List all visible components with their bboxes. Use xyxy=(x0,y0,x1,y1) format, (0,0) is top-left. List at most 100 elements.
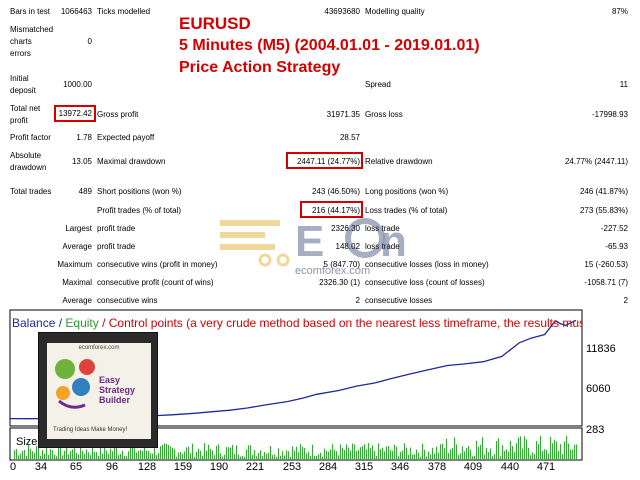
size-bar xyxy=(514,451,515,459)
size-bar xyxy=(288,451,289,459)
absolute-drawdown-value: 13.05 xyxy=(71,157,92,166)
x-tick-label: 378 xyxy=(427,461,447,473)
size-bar xyxy=(448,453,449,459)
x-tick-label: 284 xyxy=(318,461,338,473)
mismatched-value: 0 xyxy=(87,37,92,46)
size-bar xyxy=(324,448,325,459)
size-bar xyxy=(538,444,539,459)
profit-trades-label: Profit trades (% of total) xyxy=(97,206,182,215)
legend-balance: Balance xyxy=(12,316,56,330)
size-bar xyxy=(236,445,237,459)
size-bar xyxy=(410,447,411,459)
size-bar xyxy=(576,444,577,459)
size-bar xyxy=(234,453,235,459)
size-bar xyxy=(96,452,97,459)
size-bar xyxy=(178,452,179,459)
average-consecutive-losses-value: 2 xyxy=(623,296,628,305)
size-bar xyxy=(52,450,53,459)
size-bar xyxy=(574,444,575,459)
size-bar xyxy=(494,454,495,459)
size-bar xyxy=(188,446,189,459)
size-bar xyxy=(112,451,113,459)
size-bar xyxy=(46,447,47,459)
size-bar xyxy=(568,443,569,459)
size-bar xyxy=(162,444,163,459)
size-bar xyxy=(16,449,17,459)
total-net-profit-value: 13972.42 xyxy=(58,109,92,118)
size-bar xyxy=(14,450,15,459)
size-bar xyxy=(30,448,31,459)
size-bar xyxy=(50,449,51,459)
size-bar xyxy=(432,447,433,459)
size-bar xyxy=(136,452,137,459)
size-bar xyxy=(434,453,435,459)
book-title-line-3: Builder xyxy=(99,395,131,405)
chart-legend: Balance / Equity / Control points (a ver… xyxy=(12,316,582,330)
size-bar xyxy=(264,452,265,459)
size-bar xyxy=(60,443,61,459)
average-consecutive-wins-label: consecutive wins xyxy=(97,296,158,305)
x-tick-label: 471 xyxy=(536,461,556,473)
y-tick-label: 6060 xyxy=(586,383,611,395)
size-label: Size xyxy=(16,436,37,448)
long-positions-value: 246 (41.87%) xyxy=(579,187,628,196)
size-bar xyxy=(552,443,553,459)
size-bar xyxy=(378,443,379,459)
size-bar xyxy=(496,440,497,459)
size-bar xyxy=(372,445,373,459)
size-bar xyxy=(504,450,505,459)
size-bar xyxy=(406,447,407,459)
size-bar xyxy=(34,453,35,459)
book-top-text: ecomforex.com xyxy=(78,345,120,351)
size-bar xyxy=(302,446,303,459)
size-bar xyxy=(252,454,253,459)
size-bar xyxy=(38,447,39,459)
size-bar xyxy=(298,452,299,459)
x-tick-label: 159 xyxy=(173,461,193,473)
size-bar xyxy=(548,453,549,459)
size-bar xyxy=(116,447,117,459)
size-bar xyxy=(564,441,565,459)
size-bar xyxy=(380,449,381,459)
size-bar xyxy=(374,450,375,459)
size-bar xyxy=(502,445,503,459)
size-bar xyxy=(510,440,511,459)
size-bar xyxy=(400,451,401,459)
size-bar xyxy=(48,454,49,459)
size-bar xyxy=(122,450,123,459)
long-positions-label: Long positions (won %) xyxy=(365,187,449,196)
size-bar xyxy=(420,456,421,459)
size-bar xyxy=(444,448,445,459)
size-bar xyxy=(310,455,311,459)
size-bar xyxy=(300,443,301,459)
size-bar xyxy=(272,455,273,459)
size-bar xyxy=(532,452,533,459)
overlay-strategy-name: Price Action Strategy xyxy=(179,59,341,76)
size-bar xyxy=(194,456,195,459)
size-bar xyxy=(478,446,479,459)
size-bar xyxy=(22,450,23,459)
loss-trades-label: Loss trades (% of total) xyxy=(365,206,448,215)
size-bar xyxy=(294,450,295,459)
size-bar xyxy=(394,444,395,459)
maximum-losses-label: consecutive losses (loss in money) xyxy=(365,260,489,269)
average-consecutive-label: Average xyxy=(62,296,92,305)
size-bar xyxy=(238,454,239,459)
size-bars-group xyxy=(14,435,577,459)
size-bar xyxy=(196,451,197,459)
size-bar xyxy=(174,449,175,459)
x-tick-label: 346 xyxy=(390,461,410,473)
relative-drawdown-label: Relative drawdown xyxy=(365,157,433,166)
size-bar xyxy=(270,445,271,459)
size-bar xyxy=(446,438,447,459)
size-bar xyxy=(80,443,81,459)
gear-green xyxy=(55,359,75,379)
size-bar xyxy=(368,443,369,459)
size-bar xyxy=(486,448,487,459)
size-bar xyxy=(450,449,451,459)
x-tick-label: 128 xyxy=(137,461,157,473)
watermark-bar-2 xyxy=(220,232,265,238)
size-bar xyxy=(348,447,349,459)
profit-trades-value: 216 (44.17%) xyxy=(311,206,360,215)
size-bar xyxy=(404,443,405,459)
